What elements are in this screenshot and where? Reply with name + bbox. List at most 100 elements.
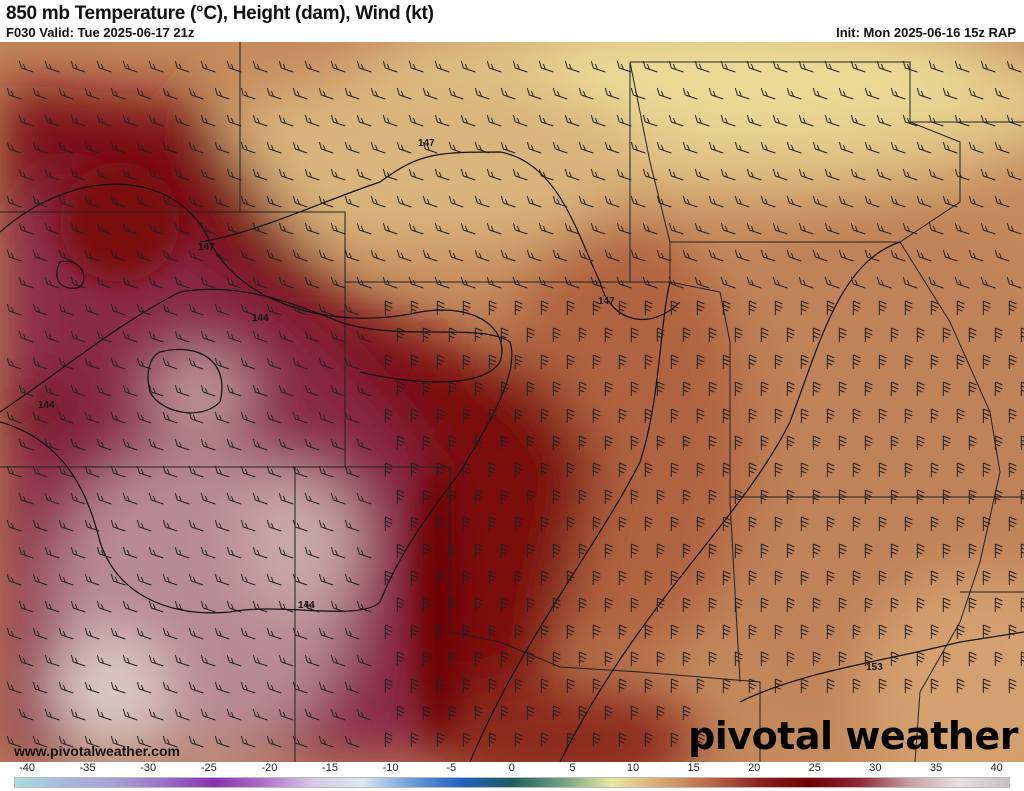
state-borders: [0, 42, 1024, 762]
wind-barb: [928, 222, 944, 235]
wind-barb: [252, 492, 268, 505]
wind-barb: [500, 87, 516, 100]
wind-barb: [474, 597, 483, 612]
wind-barb: [462, 570, 471, 585]
wind-barb: [344, 681, 360, 694]
wind-barb: [252, 384, 268, 397]
wind-barb: [84, 141, 100, 154]
wind-barb: [656, 87, 672, 100]
wind-barb: [474, 651, 483, 666]
wind-barb: [200, 222, 216, 235]
wind-barb: [904, 624, 913, 639]
wind-barb: [356, 276, 372, 289]
wind-barb: [630, 435, 639, 450]
wind-barb: [682, 435, 691, 450]
wind-barb: [382, 222, 398, 235]
init-time: Init: Mon 2025-06-16 15z RAP: [836, 25, 1016, 40]
wind-barb: [618, 462, 627, 477]
wind-barb: [434, 60, 450, 73]
wind-barb: [592, 732, 601, 747]
wind-barb: [942, 489, 951, 504]
wind-barb: [96, 330, 112, 343]
wind-barb: [356, 222, 372, 235]
wind-barb: [904, 570, 913, 585]
wind-barb: [330, 60, 346, 73]
wind-barb: [384, 462, 393, 477]
wind-barb: [240, 249, 256, 262]
wind-barb: [954, 222, 970, 235]
wind-barb: [708, 381, 717, 396]
wind-barb: [500, 489, 509, 504]
wind-barb: [734, 327, 743, 342]
wind-barb: [850, 222, 866, 235]
wind-barb: [136, 303, 152, 316]
wind-barb: [58, 519, 74, 532]
wind-barb: [878, 624, 887, 639]
wind-barb: [930, 570, 939, 585]
wind-barb: [188, 411, 204, 424]
wind-barb: [252, 276, 268, 289]
wind-barb: [694, 222, 710, 235]
wind-barb: [226, 60, 242, 73]
wind-barb: [344, 465, 360, 478]
wind-barb: [318, 465, 334, 478]
wind-barb: [968, 381, 977, 396]
wind-barb: [1020, 435, 1024, 450]
wind-barb: [618, 678, 627, 693]
wind-barb: [956, 516, 965, 531]
wind-barb: [904, 300, 913, 315]
wind-barb: [876, 276, 892, 289]
wind-barb: [566, 408, 575, 423]
wind-barb: [436, 732, 445, 747]
wind-barb: [616, 168, 632, 181]
wind-barb: [526, 489, 535, 504]
wind-barb: [188, 519, 204, 532]
wind-barb: [162, 87, 178, 100]
wind-barb: [824, 168, 840, 181]
wind-barb: [396, 87, 412, 100]
wind-barb: [84, 735, 100, 748]
wind-barb: [540, 462, 549, 477]
wind-barb: [604, 87, 620, 100]
wind-barb: [356, 60, 372, 73]
wind-barb: [6, 681, 22, 694]
wind-barb: [174, 600, 190, 613]
wind-barb: [370, 141, 386, 154]
wind-barb: [122, 492, 138, 505]
wind-barb: [356, 492, 372, 505]
wind-barb: [526, 249, 542, 262]
wind-barb: [278, 492, 294, 505]
wind-barb: [994, 195, 1010, 208]
wind-barb: [410, 354, 419, 369]
wind-barb: [304, 546, 320, 559]
wind-barb: [604, 543, 613, 558]
weather-map[interactable]: 147 147 147 144 144 144 153: [0, 42, 1024, 762]
wind-barb: [70, 546, 86, 559]
wind-barb: [930, 516, 939, 531]
wind-barb: [942, 141, 958, 154]
wind-barb: [852, 300, 861, 315]
wind-barb: [278, 330, 294, 343]
wind-barb: [110, 627, 126, 640]
wind-barb: [408, 276, 424, 289]
website-url[interactable]: www.pivotalweather.com: [14, 743, 180, 759]
wind-barb: [800, 462, 809, 477]
wind-barb: [942, 543, 951, 558]
wind-barb: [84, 357, 100, 370]
wind-barb: [136, 681, 152, 694]
wind-barb: [642, 222, 658, 235]
wind-barb: [240, 303, 256, 316]
wind-barb: [968, 87, 984, 100]
wind-barb: [344, 573, 360, 586]
wind-barb: [994, 327, 1003, 342]
wind-barb: [774, 678, 783, 693]
wind-barb: [96, 546, 112, 559]
wind-barb: [656, 489, 665, 504]
wind-barb: [552, 543, 561, 558]
wind-barb: [278, 168, 294, 181]
wind-barb: [682, 381, 691, 396]
wind-barb: [1020, 597, 1024, 612]
wind-barb: [656, 327, 665, 342]
wind-barb: [994, 651, 1003, 666]
wind-barb: [318, 411, 334, 424]
